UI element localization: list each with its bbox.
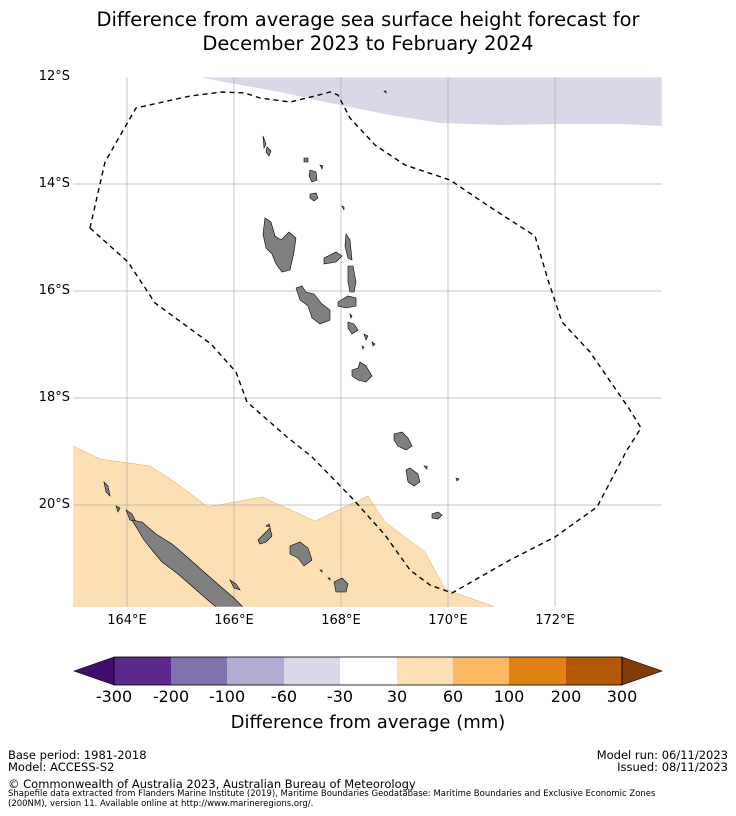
issued-date: Issued: 08/11/2023: [617, 760, 728, 774]
colorbar-segment: [397, 657, 453, 685]
colorbar-segment: [284, 657, 340, 685]
source-line-1: Shapefile data extracted from Flanders M…: [8, 789, 656, 799]
anomaly-area-negative: [198, 77, 662, 126]
lon-label-166e: 166°E: [214, 613, 254, 628]
colorbar-extend-low: [73, 656, 115, 686]
colorbar-tick: 30: [386, 687, 408, 706]
title-line-2: December 2023 to February 2024: [202, 32, 534, 55]
colorbar-tick: -200: [152, 687, 190, 706]
colorbar-tick: 300: [606, 687, 638, 706]
title-line-1: Difference from average sea surface heig…: [96, 8, 640, 31]
land-vanuatu: [262, 90, 460, 520]
chart-title: Difference from average sea surface heig…: [0, 8, 736, 56]
lon-label-164e: 164°E: [107, 613, 147, 628]
map-frame: [72, 76, 663, 608]
colorbar-extend-high: [621, 656, 663, 686]
colorbar-segment: [566, 657, 622, 685]
colorbar-label: Difference from average (mm): [230, 712, 506, 733]
colorbar-frame: [113, 656, 623, 686]
colorbar-tick: 100: [493, 687, 525, 706]
model-run: Model run: 06/11/2023: [596, 748, 728, 762]
colorbar-segment: [340, 657, 397, 685]
colorbar: [73, 656, 663, 686]
map-gridlines: [73, 77, 662, 607]
colorbar-tick: -60: [270, 687, 298, 706]
colorbar-segment: [509, 657, 566, 685]
lat-label-16s: 16°S: [38, 283, 70, 298]
lon-label-168e: 168°E: [321, 613, 361, 628]
colorbar-tick: 60: [442, 687, 464, 706]
land-new-caledonia: [103, 481, 349, 607]
colorbar-tick: -30: [326, 687, 354, 706]
copyright: © Commonwealth of Australia 2023, Austra…: [8, 777, 416, 791]
colorbar-segment: [453, 657, 509, 685]
lon-label-172e: 172°E: [535, 613, 575, 628]
lon-label-170e: 170°E: [428, 613, 468, 628]
model-name: Model: ACCESS-S2: [8, 760, 115, 774]
lat-label-18s: 18°S: [38, 390, 70, 405]
colorbar-tick: -300: [95, 687, 133, 706]
colorbar-segment: [171, 657, 227, 685]
eez-boundary: [89, 91, 642, 594]
colorbar-segment: [227, 657, 284, 685]
lat-label-20s: 20°S: [38, 497, 70, 512]
colorbar-segment: [114, 657, 171, 685]
lat-label-14s: 14°S: [38, 176, 70, 191]
map: [72, 76, 663, 608]
base-period: Base period: 1981-2018: [8, 748, 147, 762]
colorbar-tick: -100: [208, 687, 246, 706]
source-line-2: (200NM), version 11. Available online at…: [8, 799, 314, 809]
colorbar-tick: 200: [550, 687, 582, 706]
lat-label-12s: 12°S: [38, 69, 70, 84]
